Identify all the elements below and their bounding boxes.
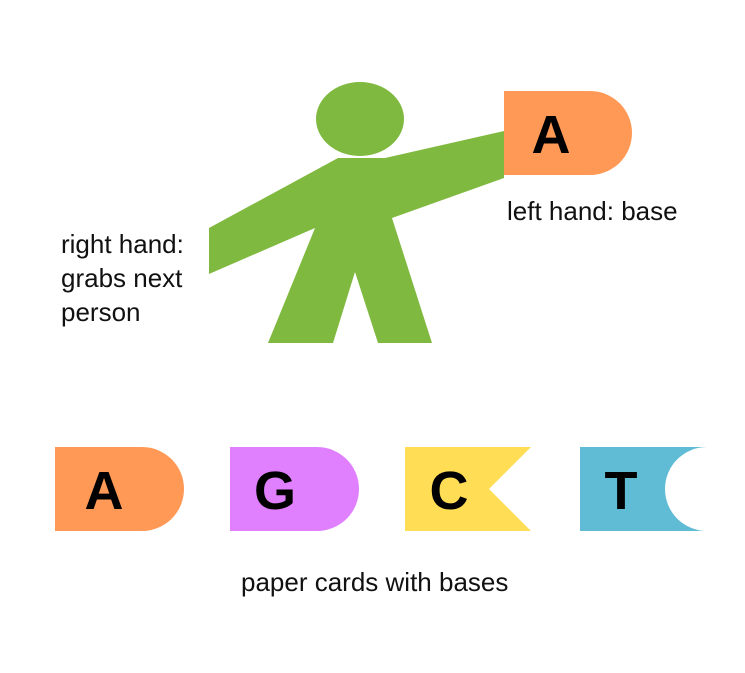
right-hand-label-line-1: right hand: bbox=[61, 229, 184, 259]
card-t: T bbox=[580, 447, 707, 531]
person-figure bbox=[209, 82, 504, 343]
held-card-shape bbox=[504, 91, 632, 175]
cards-caption: paper cards with bases bbox=[241, 567, 509, 597]
held-card-letter: A bbox=[532, 105, 571, 165]
card-g-letter: G bbox=[254, 461, 296, 521]
card-t-letter: T bbox=[605, 461, 638, 521]
card-c-shape bbox=[405, 447, 531, 531]
card-a-letter: A bbox=[85, 461, 124, 521]
card-g: G bbox=[230, 447, 359, 531]
person-head bbox=[316, 82, 404, 156]
right-hand-label-line-3: person bbox=[61, 297, 141, 327]
card-t-shape bbox=[580, 447, 707, 531]
card-a: A bbox=[55, 447, 184, 531]
left-hand-label: left hand: base bbox=[507, 196, 678, 226]
card-a-shape bbox=[55, 447, 184, 531]
card-c-letter: C bbox=[430, 461, 469, 521]
right-hand-label-line-2: grabs next bbox=[61, 263, 183, 293]
card-c: C bbox=[405, 447, 531, 531]
card-g-shape bbox=[230, 447, 359, 531]
person-body bbox=[209, 131, 504, 343]
held-card-a: A bbox=[504, 91, 632, 175]
right-hand-label: right hand: grabs next person bbox=[61, 227, 184, 329]
